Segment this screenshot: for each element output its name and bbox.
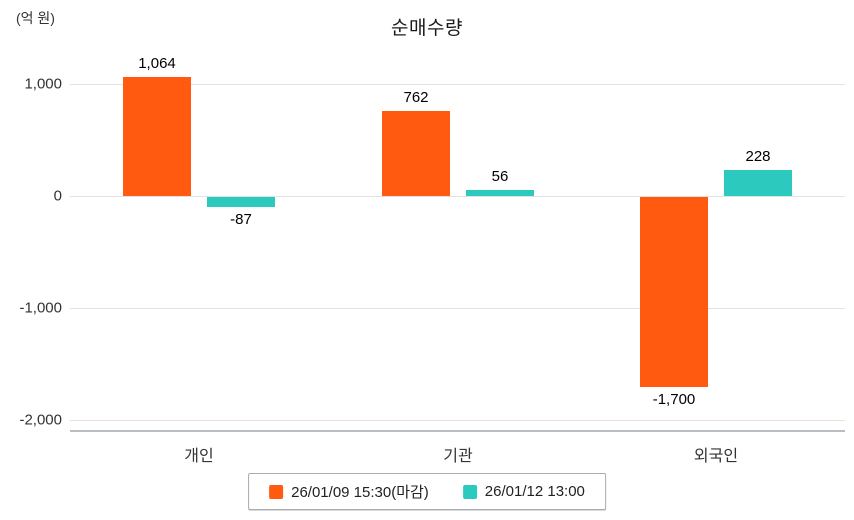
y-tick-label: -1,000 [19, 299, 62, 317]
bar-개인-series-1 [123, 77, 191, 196]
category-label-기관: 기관 [443, 448, 473, 465]
legend-swatch-teal [462, 484, 477, 499]
y-tick-label: -2,000 [19, 411, 62, 429]
category-label-개인: 개인 [184, 448, 214, 465]
chart-title: 순매수량 [391, 18, 463, 39]
legend-label-series-2: 26/01/12 13:00 [484, 483, 585, 500]
value-label-개인-series-1: 1,064 [138, 55, 176, 72]
bar-외국인-series-2 [724, 170, 792, 196]
value-label-개인-series-2: -87 [230, 211, 252, 228]
value-label-기관-series-1: 762 [403, 89, 429, 106]
value-label-기관-series-2: 56 [491, 168, 509, 185]
legend-item-series-2: 26/01/12 13:00 [462, 483, 585, 500]
grid-line--2,000 [70, 420, 845, 421]
legend-swatch-orange [269, 484, 284, 499]
category-label-외국인: 외국인 [693, 448, 739, 465]
grid-line-0 [70, 196, 845, 197]
y-tick-label: 1,000 [24, 75, 62, 93]
x-axis-line [70, 430, 845, 432]
legend-item-series-1: 26/01/09 15:30(마감) [269, 481, 429, 502]
bar-기관-series-1 [382, 111, 450, 196]
value-label-외국인-series-2: 228 [745, 148, 771, 165]
bar-기관-series-2 [466, 190, 534, 196]
y-axis-unit-label: (억 원) [16, 10, 55, 26]
value-label-외국인-series-1: -1,700 [652, 391, 696, 408]
legend-label-series-1: 26/01/09 15:30(마감) [291, 484, 429, 501]
legend: 26/01/09 15:30(마감) 26/01/12 13:00 [248, 473, 606, 510]
bar-개인-series-2 [207, 197, 275, 207]
bar-외국인-series-1 [640, 197, 708, 387]
y-tick-label: 0 [53, 187, 62, 205]
grid-line--1,000 [70, 308, 845, 309]
grid-line-1,000 [70, 84, 845, 85]
